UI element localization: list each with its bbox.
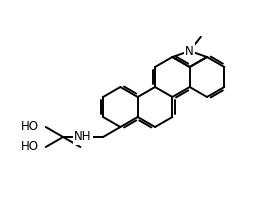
Text: HO: HO [21, 141, 39, 153]
Text: NH: NH [74, 131, 92, 144]
Text: HO: HO [21, 120, 39, 134]
Text: N: N [185, 45, 194, 58]
